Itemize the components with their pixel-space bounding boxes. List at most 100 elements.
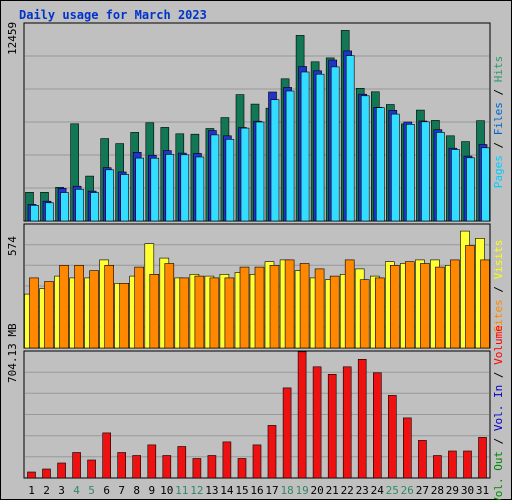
- bar-sites-day-18: [284, 259, 295, 349]
- x-tick-label-2: 2: [43, 484, 50, 497]
- x-tick-label-9: 9: [148, 484, 155, 497]
- bar-volume-day-31: [478, 437, 487, 479]
- legend-separator: /: [492, 431, 505, 451]
- x-tick-label-30: 30: [461, 484, 474, 497]
- bar-pages-day-19: [300, 71, 310, 222]
- bar-pages-day-21: [330, 66, 340, 222]
- x-tick-label-28: 28: [431, 484, 444, 497]
- bar-volume-day-13: [207, 455, 217, 479]
- bar-volume-day-24: [372, 372, 382, 479]
- bar-volume-day-6: [102, 432, 111, 479]
- bar-sites-day-2: [44, 281, 54, 349]
- legend-item-vol-in: Vol. In: [492, 385, 505, 431]
- bar-pages-day-6: [105, 169, 114, 222]
- x-tick-label-11: 11: [175, 484, 188, 497]
- bar-volume-day-15: [237, 458, 247, 479]
- bar-sites-day-28: [435, 266, 445, 349]
- bar-volume-day-9: [147, 444, 157, 479]
- bar-pages-day-13: [210, 134, 220, 222]
- bar-pages-day-28: [436, 132, 445, 222]
- bar-volume-day-11: [177, 446, 187, 479]
- x-tick-label-7: 7: [118, 484, 125, 497]
- bar-volume-day-4: [72, 452, 81, 479]
- bar-volume-day-2: [42, 468, 51, 479]
- bar-volume-day-22: [342, 366, 352, 479]
- bar-volume-day-20: [312, 366, 322, 479]
- bar-sites-day-6: [104, 264, 114, 349]
- bar-pages-day-7: [120, 174, 129, 222]
- bar-pages-day-31: [481, 147, 490, 222]
- bar-pages-day-9: [150, 157, 160, 222]
- bar-sites-day-14: [224, 277, 235, 349]
- bar-sites-day-26: [404, 261, 415, 349]
- x-tick-label-8: 8: [133, 484, 140, 497]
- bar-volume-day-3: [57, 462, 66, 479]
- bar-sites-day-24: [374, 277, 385, 349]
- bar-sites-day-20: [314, 268, 325, 349]
- bar-pages-day-4: [75, 189, 84, 222]
- legend-item-files: Files: [492, 102, 505, 135]
- x-tick-label-31: 31: [476, 484, 489, 497]
- x-tick-label-10: 10: [160, 484, 173, 497]
- bar-volume-day-7: [117, 452, 126, 479]
- bar-sites-day-31: [480, 259, 490, 349]
- legend-separator: /: [492, 82, 505, 102]
- x-tick-label-6: 6: [103, 484, 110, 497]
- bar-sites-day-21: [329, 275, 340, 349]
- x-tick-label-22: 22: [341, 484, 354, 497]
- x-tick-label-27: 27: [416, 484, 429, 497]
- x-tick-label-17: 17: [265, 484, 278, 497]
- bar-pages-day-23: [360, 95, 370, 222]
- bar-sites-day-17: [269, 264, 280, 349]
- bar-pages-day-1: [30, 205, 39, 222]
- bar-sites-day-25: [389, 264, 400, 349]
- bar-volume-day-10: [162, 455, 172, 479]
- bar-volume-day-28: [433, 455, 442, 479]
- bar-pages-day-25: [390, 113, 400, 222]
- bar-sites-day-5: [89, 270, 99, 349]
- bar-volume-day-23: [357, 358, 367, 479]
- x-tick-label-15: 15: [235, 484, 248, 497]
- bar-volume-day-30: [463, 450, 472, 479]
- legend-item-hits: Hits: [492, 56, 505, 83]
- bar-pages-day-5: [90, 192, 99, 222]
- x-tick-label-18: 18: [280, 484, 293, 497]
- bar-pages-day-16: [255, 121, 265, 222]
- bar-sites-day-10: [164, 263, 175, 349]
- bar-pages-day-20: [315, 73, 325, 222]
- bar-volume-day-21: [327, 373, 337, 479]
- legend-item-vol-out: Vol. Out: [492, 451, 505, 500]
- legend-0: Pages / Files / Hits: [492, 56, 505, 189]
- bar-pages-day-22: [345, 55, 355, 222]
- bar-sites-day-12: [194, 275, 205, 349]
- bar-volume-day-19: [297, 351, 307, 479]
- x-tick-label-19: 19: [295, 484, 308, 497]
- bar-volume-day-1: [27, 471, 36, 479]
- legend-item-pages: Pages: [492, 155, 505, 188]
- bar-sites-day-11: [179, 277, 190, 349]
- bar-sites-day-13: [209, 277, 220, 349]
- bar-pages-day-11: [180, 154, 190, 222]
- bar-sites-day-27: [420, 263, 430, 349]
- bar-sites-day-16: [254, 266, 265, 349]
- bar-sites-day-8: [134, 266, 144, 349]
- legend-separator: /: [492, 365, 505, 385]
- bar-pages-day-18: [285, 90, 295, 222]
- x-tick-label-14: 14: [220, 484, 234, 497]
- x-tick-label-24: 24: [371, 484, 385, 497]
- bar-volume-day-14: [222, 441, 232, 479]
- x-tick-label-1: 1: [28, 484, 35, 497]
- bar-pages-day-15: [240, 127, 250, 222]
- x-tick-label-4: 4: [73, 484, 80, 497]
- bar-pages-day-27: [421, 121, 430, 222]
- x-tick-label-29: 29: [446, 484, 459, 497]
- x-tick-label-5: 5: [88, 484, 95, 497]
- x-tick-label-12: 12: [190, 484, 203, 497]
- x-tick-label-26: 26: [401, 484, 414, 497]
- bar-volume-day-25: [387, 395, 397, 479]
- legend-separator: /: [492, 279, 505, 299]
- bar-volume-day-18: [282, 387, 292, 479]
- bar-volume-day-26: [402, 417, 412, 479]
- legend-1: Sites / Visits: [492, 240, 505, 333]
- legend-item-visits: Visits: [492, 240, 505, 280]
